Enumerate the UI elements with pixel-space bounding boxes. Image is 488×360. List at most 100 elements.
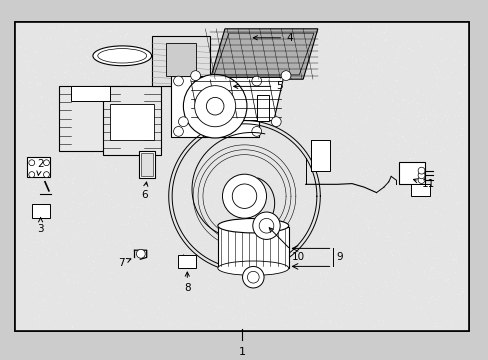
Point — [314, 116, 322, 122]
Point — [37, 49, 44, 55]
Text: 9: 9 — [336, 252, 343, 262]
Point — [58, 48, 65, 54]
Point — [137, 265, 145, 271]
Point — [245, 251, 253, 257]
Point — [24, 168, 32, 174]
Point — [428, 264, 436, 270]
Point — [180, 224, 187, 229]
Point — [173, 53, 181, 59]
Point — [345, 198, 353, 204]
Point — [223, 189, 230, 195]
Point — [79, 122, 86, 128]
Point — [266, 98, 274, 104]
Point — [108, 97, 116, 103]
Point — [23, 64, 31, 70]
Point — [437, 269, 445, 275]
Point — [381, 233, 389, 239]
Point — [72, 48, 80, 54]
Point — [105, 311, 113, 316]
Point — [210, 282, 218, 288]
Point — [41, 211, 49, 217]
Point — [329, 208, 337, 214]
Point — [383, 263, 391, 269]
Point — [147, 48, 155, 54]
Point — [286, 218, 294, 224]
Point — [353, 33, 361, 39]
Point — [16, 77, 24, 83]
Point — [404, 224, 412, 229]
Point — [61, 282, 69, 287]
Point — [285, 237, 293, 243]
Point — [432, 75, 440, 80]
Point — [230, 77, 238, 82]
Point — [154, 212, 162, 217]
Point — [215, 165, 223, 171]
Point — [64, 120, 72, 126]
Point — [222, 163, 229, 169]
Point — [361, 261, 368, 266]
Point — [183, 59, 191, 64]
Point — [78, 201, 85, 206]
Point — [108, 87, 116, 93]
Point — [141, 297, 148, 302]
Point — [102, 244, 110, 249]
Point — [110, 120, 118, 126]
Point — [261, 221, 269, 226]
Point — [233, 268, 241, 274]
Point — [442, 135, 449, 141]
Point — [385, 234, 392, 240]
Point — [374, 29, 382, 35]
Point — [339, 285, 346, 291]
Point — [257, 27, 265, 32]
Point — [346, 120, 354, 125]
Point — [129, 101, 137, 107]
Point — [393, 141, 401, 147]
Point — [363, 257, 371, 263]
Bar — [410, 184, 429, 196]
Point — [153, 44, 161, 50]
Point — [263, 130, 270, 135]
Point — [289, 271, 297, 276]
Point — [429, 208, 437, 214]
Point — [254, 43, 262, 49]
Point — [261, 109, 269, 115]
Point — [102, 132, 109, 138]
Point — [38, 107, 46, 113]
Point — [33, 23, 41, 29]
Point — [84, 253, 92, 259]
Point — [454, 300, 462, 306]
Point — [453, 233, 461, 239]
Point — [57, 290, 64, 296]
Point — [265, 177, 273, 183]
Point — [387, 267, 395, 273]
Point — [332, 153, 340, 158]
Point — [84, 196, 92, 202]
Point — [271, 207, 279, 213]
Circle shape — [259, 219, 273, 233]
Point — [52, 251, 60, 256]
Text: 2: 2 — [37, 159, 43, 175]
Point — [27, 234, 35, 239]
Point — [301, 209, 309, 215]
Point — [204, 254, 212, 260]
Point — [166, 133, 174, 139]
Point — [162, 91, 170, 96]
Point — [166, 264, 174, 270]
Point — [441, 277, 449, 283]
Point — [247, 78, 255, 84]
Point — [375, 215, 383, 221]
Point — [207, 26, 215, 31]
Point — [254, 183, 262, 189]
Point — [206, 30, 214, 36]
Point — [33, 231, 41, 237]
Point — [49, 25, 57, 31]
Point — [270, 85, 278, 91]
Point — [308, 176, 316, 181]
Point — [454, 31, 462, 36]
Point — [259, 171, 267, 177]
Bar — [310, 140, 329, 171]
Point — [209, 284, 217, 290]
Point — [151, 70, 159, 76]
Point — [285, 57, 292, 63]
Point — [459, 112, 467, 118]
